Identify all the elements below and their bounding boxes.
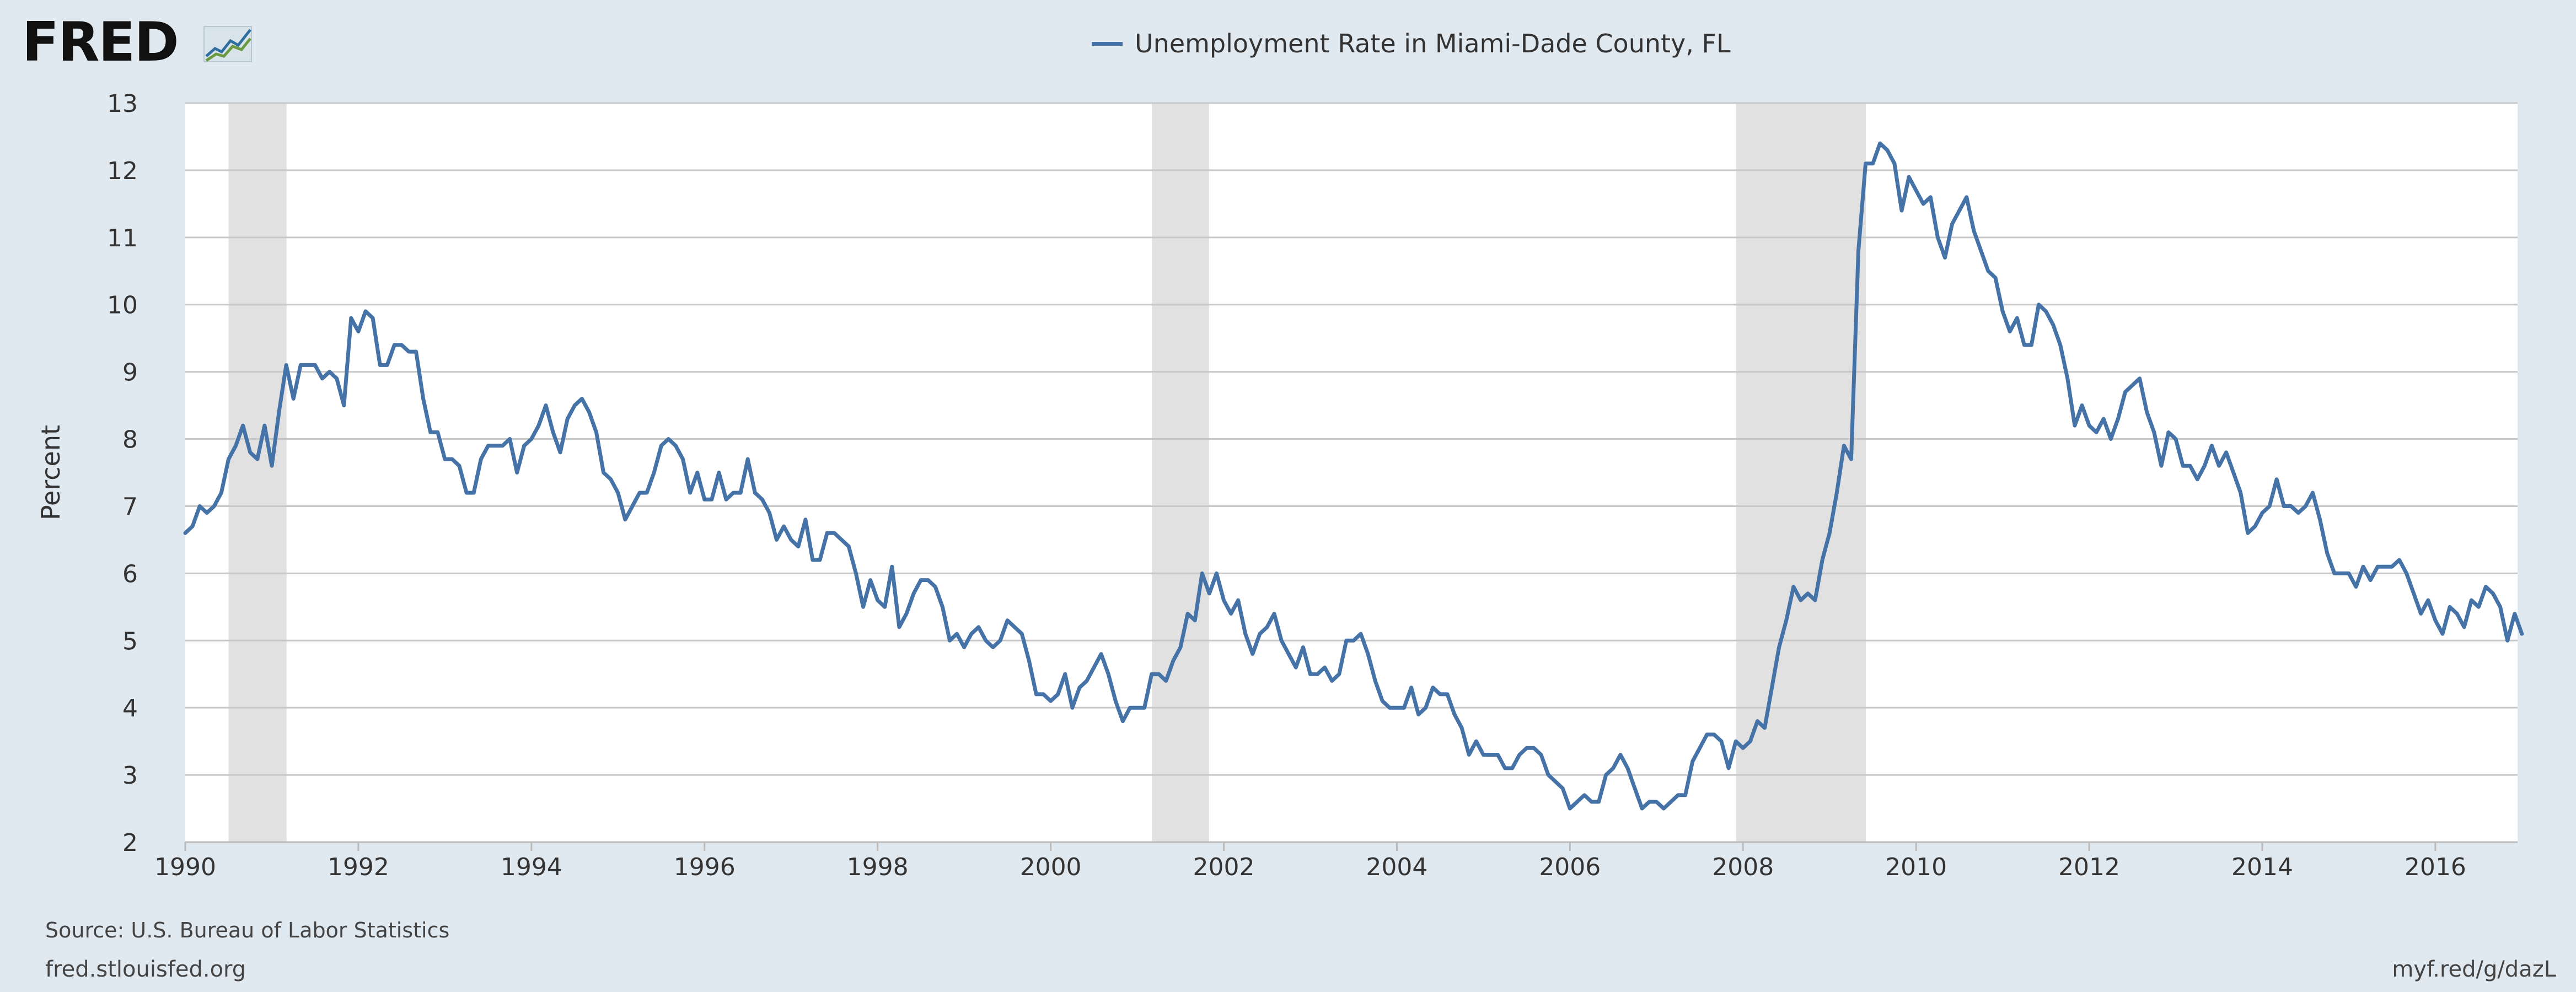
y-tick-label: 12 <box>107 157 138 185</box>
x-tick-label: 2000 <box>1020 853 1082 881</box>
y-tick-label: 2 <box>122 829 138 857</box>
y-tick-label: 8 <box>122 426 138 454</box>
fred-logo[interactable]: FRED <box>22 11 179 74</box>
fred-chart-icon <box>203 26 252 62</box>
site-link[interactable]: fred.stlouisfed.org <box>45 957 246 982</box>
plot-area <box>185 103 2518 842</box>
x-tick-label: 2014 <box>2231 853 2293 881</box>
legend-swatch <box>1092 41 1123 46</box>
x-tick-label: 1996 <box>674 853 736 881</box>
y-tick-label: 11 <box>107 224 138 252</box>
legend-label: Unemployment Rate in Miami-Dade County, … <box>1135 29 1731 58</box>
x-tick-label: 2008 <box>1712 853 1774 881</box>
recession-band <box>228 103 287 842</box>
recession-band <box>1152 103 1209 842</box>
y-tick-label: 6 <box>122 560 138 588</box>
series-line <box>183 141 2524 811</box>
y-axis-label: Percent <box>36 425 66 520</box>
y-tick-label: 3 <box>122 762 138 790</box>
recession-band <box>1736 103 1866 842</box>
source-note: Source: U.S. Bureau of Labor Statistics <box>45 918 450 942</box>
x-tick-label: 2012 <box>2058 853 2120 881</box>
short-link[interactable]: myf.red/g/dazL <box>2392 957 2556 982</box>
x-tick-label: 2002 <box>1193 853 1254 881</box>
x-tick-label: 1994 <box>501 853 562 881</box>
x-tick-label: 1990 <box>154 853 216 881</box>
x-tick-label: 1992 <box>328 853 389 881</box>
y-tick-label: 5 <box>122 627 138 655</box>
chart-legend: Unemployment Rate in Miami-Dade County, … <box>1092 29 1731 58</box>
x-tick-label: 2006 <box>1539 853 1601 881</box>
y-tick-label: 9 <box>122 359 138 387</box>
y-tick-label: 4 <box>122 694 138 723</box>
y-tick-label: 10 <box>107 292 138 320</box>
x-tick-label: 2004 <box>1366 853 1427 881</box>
y-tick-label: 7 <box>122 493 138 521</box>
y-tick-label: 13 <box>107 90 138 118</box>
x-tick-label: 2010 <box>1885 853 1947 881</box>
x-tick-label: 1998 <box>847 853 909 881</box>
x-tick-label: 2016 <box>2405 853 2466 881</box>
